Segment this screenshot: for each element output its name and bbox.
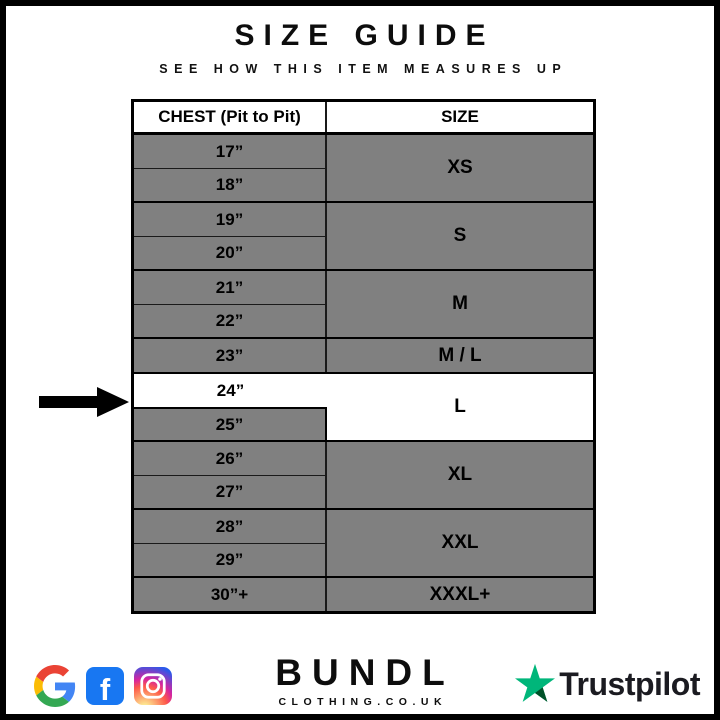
chest-cell-24-selected: 24”	[216, 380, 245, 400]
size-cell-xxxl: XXXL+	[429, 583, 491, 605]
column-header-chest: CHEST (Pit to Pit)	[134, 102, 327, 132]
size-cell-m: M	[452, 293, 468, 314]
facebook-glyph: f	[99, 671, 111, 707]
chest-cell-18: 18”	[134, 168, 325, 201]
facebook-icon: f	[86, 667, 124, 705]
chest-cell-20: 20”	[134, 236, 325, 269]
size-group-xl: 26” 27” XL	[134, 442, 593, 510]
chest-cell-26: 26”	[215, 448, 244, 468]
size-group-s: 19” 20” S	[134, 203, 593, 271]
size-group-xxxl: 30”+ XXXL+	[134, 578, 593, 611]
page-title: SIZE GUIDE	[234, 19, 495, 52]
size-group-m-l: 23” M / L	[134, 339, 593, 374]
chest-cell-30plus: 30”+	[210, 584, 249, 604]
chest-column: 24” 25”	[134, 374, 327, 440]
size-cell-xs: XS	[447, 157, 473, 178]
google-icon	[34, 665, 76, 707]
chest-cell-22: 22”	[134, 304, 325, 337]
size-cell-xxl: XXL	[441, 532, 479, 553]
instagram-icon	[134, 667, 172, 705]
brand-name: BUNDL	[275, 652, 455, 693]
chest-cell-23: 23”	[215, 345, 244, 365]
trustpilot-star-icon	[515, 663, 556, 702]
chest-cell-19: 19”	[215, 209, 244, 229]
social-icons: f	[34, 665, 172, 707]
size-table: CHEST (Pit to Pit) SIZE 17” 18” XS 19” 2…	[131, 99, 596, 614]
column-header-size: SIZE	[441, 107, 479, 126]
size-group-xs: 17” 18” XS	[134, 135, 593, 203]
chest-column: 26” 27”	[134, 442, 327, 508]
size-group-xxl: 28” 29” XXL	[134, 510, 593, 578]
chest-column: 28” 29”	[134, 510, 327, 576]
chest-column: 30”+	[134, 578, 327, 611]
chest-cell-28: 28”	[215, 516, 244, 536]
chest-column: 21” 22”	[134, 271, 327, 337]
size-cell-l: L	[454, 396, 466, 417]
size-group-m: 21” 22” M	[134, 271, 593, 339]
size-cell-xl: XL	[447, 464, 473, 485]
chest-cell-25: 25”	[134, 407, 327, 440]
chest-cell-17: 17”	[215, 141, 244, 161]
chest-cell-27: 27”	[134, 475, 325, 508]
trustpilot-label: Trustpilot	[559, 665, 700, 702]
size-group-l-highlighted: 24” 25” L	[134, 374, 593, 442]
chest-column: 17” 18”	[134, 135, 327, 201]
page-subtitle: SEE HOW THIS ITEM MEASURES UP	[159, 62, 568, 76]
table-header-row: CHEST (Pit to Pit) SIZE	[134, 102, 593, 135]
size-cell-s: S	[453, 225, 467, 246]
trustpilot-logo: Trustpilot	[514, 663, 700, 705]
brand-domain: CLOTHING.CO.UK	[278, 696, 448, 708]
chest-column: 19” 20”	[134, 203, 327, 269]
chest-cell-21: 21”	[215, 277, 244, 297]
brand-logo: BUNDL CLOTHING.CO.UK	[6, 652, 714, 708]
size-cell-m-l: M / L	[438, 344, 482, 366]
chest-column: 23”	[134, 339, 327, 372]
chest-cell-29: 29”	[134, 543, 325, 576]
current-size-arrow-icon	[39, 387, 129, 417]
